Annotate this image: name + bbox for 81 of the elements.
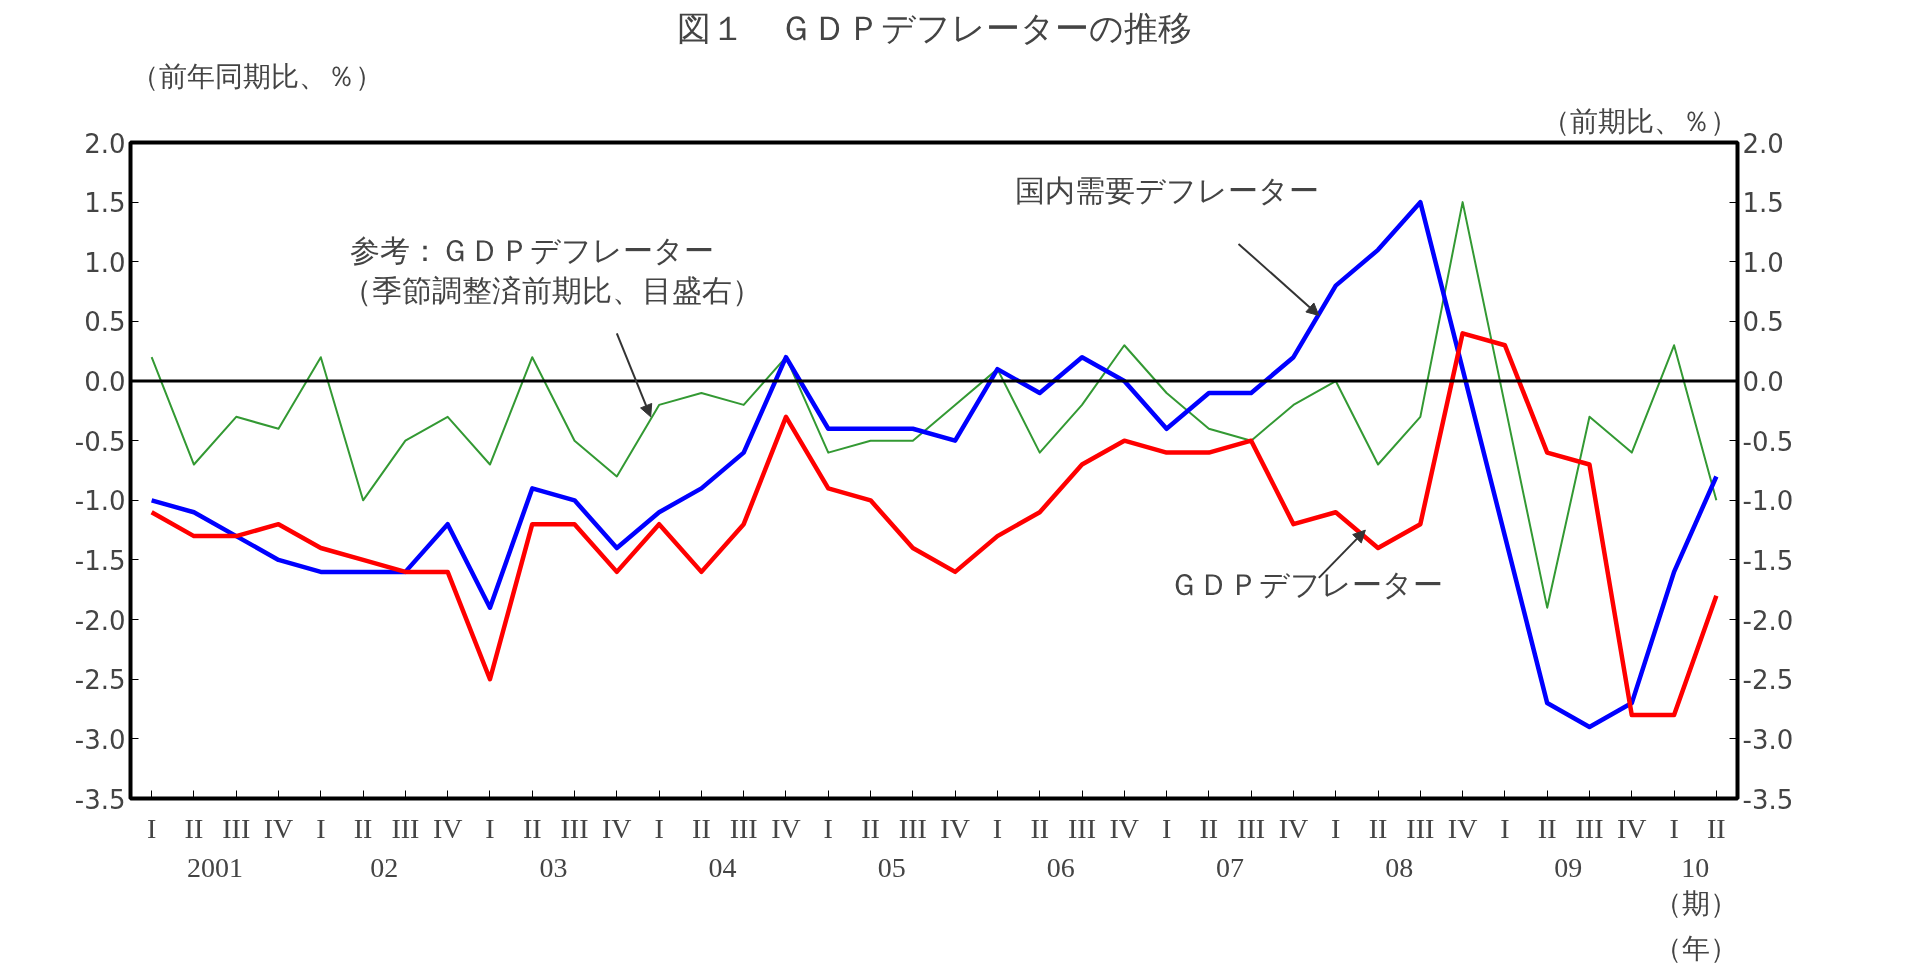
text: 08 [1385, 851, 1414, 883]
y2-tick-label: 2.0 [1742, 128, 1784, 159]
x-tick-label: I [485, 812, 495, 844]
text: 06 [1046, 851, 1075, 883]
x-tick-label: IV [263, 812, 294, 844]
x-tick-label: IV [1447, 812, 1478, 844]
y-tick-label: 1.0 [84, 247, 126, 278]
x-tick-label: IV [1109, 812, 1140, 844]
x-tick-label: I [316, 812, 326, 844]
y-tick-label: 0.5 [84, 307, 126, 338]
x-tick-label: III [1237, 812, 1266, 844]
x-tick-label: IV [1278, 812, 1309, 844]
x-tick-label: IV [602, 812, 632, 844]
y2-tick-label: -2.5 [1742, 665, 1794, 696]
x-tick-label: II [1030, 812, 1050, 844]
y2-tick-label: 1.5 [1742, 188, 1784, 219]
line-series [149, 331, 1719, 718]
y2-tick-label: -3.5 [1742, 784, 1794, 815]
x-tick-label: II [522, 812, 542, 844]
x-tick-label: I [1161, 812, 1172, 844]
y-tick-label: -1.5 [74, 545, 126, 576]
x-tick-label: IV [1617, 812, 1647, 844]
y-tick-label: -2.0 [74, 605, 126, 636]
y-tick-label: -3.5 [74, 784, 126, 815]
text: 05 [877, 851, 906, 883]
y-tick-label: -2.5 [74, 665, 126, 696]
x-tick-label: III [560, 812, 589, 844]
x-tick-label: II [353, 812, 373, 844]
y2-tick-label: -2.0 [1742, 605, 1794, 636]
y-axis-title: （前年同期比、％） [130, 59, 383, 93]
text: 07 [1216, 851, 1245, 883]
x-tick-label: II [692, 812, 711, 844]
x-axis-title: （期） [1653, 886, 1738, 920]
y-tick-label: 0.0 [84, 367, 126, 398]
text: 国内需要デフレーター [1014, 173, 1319, 209]
y2-tick-label: -3.0 [1742, 724, 1794, 755]
x-tick-label: II [1368, 812, 1388, 844]
text: 03 [539, 851, 568, 883]
text: 10 [1681, 851, 1710, 883]
x-tick-label: II [861, 812, 880, 844]
text: 09 [1554, 851, 1583, 883]
y2-tick-label: 0.5 [1742, 307, 1784, 338]
y2-tick-label: 1.0 [1742, 247, 1784, 278]
x-tick-label: I [1669, 812, 1679, 844]
y-tick-label: 2.0 [84, 128, 126, 159]
y2-tick-label: 0.0 [1742, 367, 1784, 398]
y-tick-label: -0.5 [74, 426, 126, 457]
x-tick-label: III [391, 812, 420, 844]
x-tick-label: I [1331, 812, 1341, 844]
series-label: ＧＤＰデフレーター [1169, 566, 1444, 602]
text: 2001 [187, 851, 244, 883]
y2-tick-label: -1.5 [1742, 545, 1794, 576]
x-tick-label: IV [432, 812, 463, 844]
x-tick-label: III [898, 812, 927, 844]
x-tick-label: III [729, 812, 758, 844]
x-tick-label: IV [771, 812, 801, 844]
x-tick-label: I [1500, 812, 1510, 844]
x-tick-label: III [1575, 812, 1604, 844]
y2-tick-label: -1.0 [1742, 486, 1794, 517]
text: 02 [370, 851, 399, 883]
x-tick-label: II [184, 812, 204, 844]
x-tick-label: III [1068, 812, 1097, 844]
x-tick-label: III [222, 812, 251, 844]
x-tick-label: III [1406, 812, 1435, 844]
text: （年） [1653, 931, 1738, 965]
x-tick-label: I [823, 812, 833, 844]
chart-title: 図１ ＧＤＰデフレーターの推移 [676, 7, 1192, 48]
y-tick-label: -1.0 [74, 486, 126, 517]
x-tick-label: II [1537, 812, 1557, 844]
x-tick-label: I [146, 812, 157, 844]
y2-tick-label: -0.5 [1742, 426, 1794, 457]
series-label: 参考：ＧＤＰデフレーター（季節調整済前期比、目盛右） [342, 232, 763, 308]
text: 04 [708, 851, 737, 883]
y-tick-label: -3.0 [74, 724, 126, 755]
x-tick-label: II [1707, 812, 1726, 844]
x-tick-label: I [992, 812, 1003, 844]
x-tick-label: IV [940, 812, 970, 844]
y-tick-label: 1.5 [84, 188, 126, 219]
y2-axis-title: （前期比、％） [1541, 104, 1738, 138]
x-tick-label: I [654, 812, 664, 844]
x-tick-label: II [1199, 812, 1219, 844]
